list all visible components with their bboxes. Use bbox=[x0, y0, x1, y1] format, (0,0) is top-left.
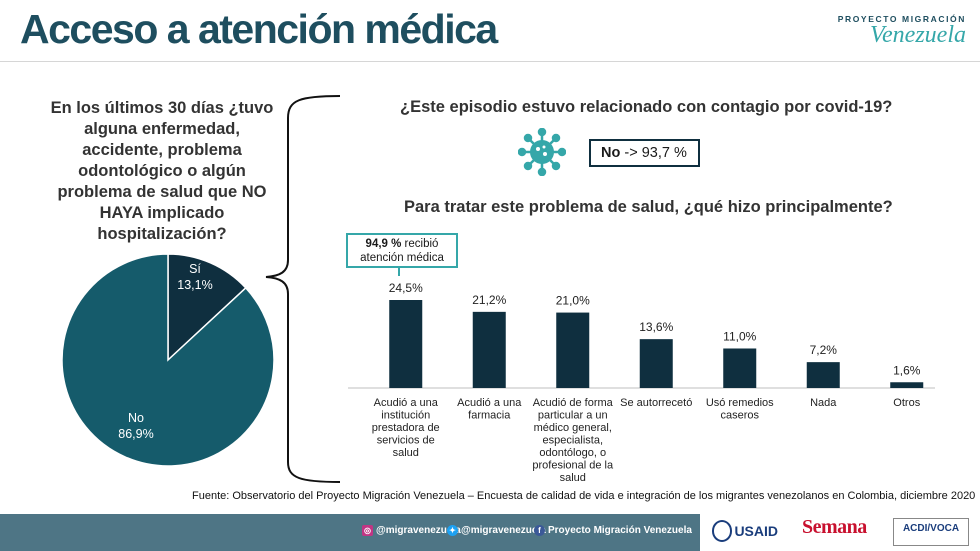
bar-category-label: Nada bbox=[810, 397, 837, 409]
bar-category-label: Se autorrecetó bbox=[620, 397, 692, 409]
bar-value-label: 11,0% bbox=[723, 329, 756, 343]
acdi-voca-logo: ACDI/VOCA bbox=[893, 518, 969, 546]
source-note: Fuente: Observatorio del Proyecto Migrac… bbox=[192, 490, 976, 502]
bar-category-label: Acudió de forma bbox=[533, 397, 614, 409]
bar-category-label: salud bbox=[393, 447, 419, 459]
header-divider bbox=[0, 61, 980, 62]
logo-main-text: Venezuela bbox=[870, 22, 966, 48]
bar bbox=[389, 300, 423, 388]
bar-category-label: salud bbox=[560, 472, 586, 484]
bar-category-label: Acudió a una bbox=[374, 397, 439, 409]
bar bbox=[806, 362, 840, 388]
covid-answer-label: No bbox=[601, 145, 621, 161]
bar bbox=[472, 311, 506, 388]
instagram-link[interactable]: ◎ @migravenezuela bbox=[362, 525, 461, 536]
callout-pointer bbox=[398, 268, 400, 276]
partner-logos-area bbox=[700, 514, 980, 551]
bar-category-label: servicios de bbox=[377, 435, 435, 447]
treatment-question: Para tratar este problema de salud, ¿qué… bbox=[404, 198, 893, 216]
facebook-handle: Proyecto Migración Venezuela bbox=[548, 525, 692, 536]
bar-value-label: 24,5% bbox=[389, 281, 423, 295]
callout-text: recibió atención médica bbox=[360, 238, 444, 264]
pie-chart: Sí 13,1% No 86,9% bbox=[61, 253, 275, 467]
bar-category-label: caseros bbox=[720, 410, 759, 422]
pie-slice-label: No bbox=[128, 411, 144, 425]
callout-bold: 94,9 % bbox=[365, 238, 402, 250]
logo-top-text: PROYECTO MIGRACIÓN bbox=[837, 14, 966, 24]
bar-category-label: Otros bbox=[893, 397, 920, 409]
pie-slice-si bbox=[167, 253, 247, 362]
care-callout: 94,9 % recibió atención médica bbox=[346, 233, 458, 268]
facebook-link[interactable]: f Proyecto Migración Venezuela bbox=[534, 525, 692, 536]
usaid-seal-icon bbox=[712, 520, 733, 542]
bar-value-label: 21,2% bbox=[472, 293, 506, 307]
bar-category-label: Usó remedios bbox=[706, 397, 774, 409]
page-title: Acceso a atención médica bbox=[20, 6, 498, 52]
bar-value-label: 1,6% bbox=[893, 363, 921, 377]
pie-slice-no bbox=[61, 253, 275, 467]
covid-question: ¿Este episodio estuvo relacionado con co… bbox=[400, 98, 893, 116]
bar bbox=[556, 312, 590, 388]
footer-bar: ◎ @migravenezuela ✦ @migravenezuela f Pr… bbox=[0, 514, 980, 551]
bar-category-label: odontólogo, o bbox=[539, 447, 606, 459]
twitter-icon: ✦ bbox=[447, 525, 458, 536]
bar-category-label: farmacia bbox=[468, 410, 511, 422]
instagram-icon: ◎ bbox=[362, 525, 373, 536]
bar-value-label: 7,2% bbox=[810, 343, 838, 357]
virus-icon bbox=[518, 128, 566, 176]
bar-category-label: médico general, bbox=[534, 422, 612, 434]
twitter-handle: @migravenezuela bbox=[461, 525, 546, 536]
pie-slice-value: 86,9% bbox=[118, 427, 153, 441]
bar bbox=[723, 348, 757, 388]
bar-category-label: Acudió a una bbox=[457, 397, 522, 409]
brand-logo: PROYECTO MIGRACIÓN Venezuela bbox=[811, 10, 966, 48]
bar bbox=[639, 339, 673, 388]
instagram-handle: @migravenezuela bbox=[376, 525, 461, 536]
bar-category-label: profesional de la bbox=[532, 460, 614, 472]
bar-value-label: 21,0% bbox=[556, 294, 590, 308]
bar-value-label: 13,6% bbox=[639, 320, 673, 334]
left-question: En los últimos 30 días ¿tuvo alguna enfe… bbox=[50, 99, 274, 243]
covid-answer-box: No -> 93,7 % bbox=[589, 139, 700, 167]
bar bbox=[890, 382, 924, 388]
facebook-icon: f bbox=[534, 525, 545, 536]
usaid-text: USAID bbox=[734, 523, 778, 539]
bar-category-label: especialista, bbox=[542, 435, 603, 447]
semana-logo: Semana bbox=[802, 516, 867, 538]
bar-category-label: particular a un bbox=[538, 410, 608, 422]
bar-category-label: prestadora de bbox=[372, 422, 440, 434]
pie-slice-label: Sí bbox=[189, 262, 201, 276]
usaid-logo: USAID bbox=[712, 516, 778, 546]
pie-slice-value: 13,1% bbox=[177, 278, 212, 292]
covid-answer-value: -> 93,7 % bbox=[620, 145, 687, 161]
bar-category-label: institución bbox=[381, 410, 430, 422]
twitter-link[interactable]: ✦ @migravenezuela bbox=[447, 525, 546, 536]
